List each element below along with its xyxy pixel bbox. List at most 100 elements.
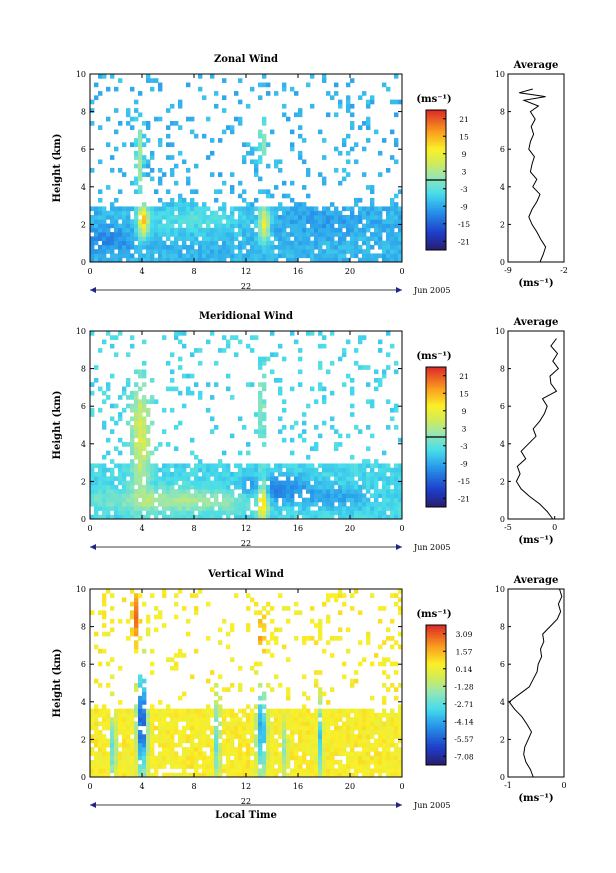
heatmap-cell (150, 253, 155, 259)
heatmap-cell (214, 742, 219, 748)
heatmap-cell (310, 206, 315, 212)
heatmap-cell (190, 717, 195, 722)
heatmap-cell (170, 168, 175, 173)
heatmap-cell (106, 257, 111, 263)
heatmap-cell (162, 407, 167, 413)
colorbar-segment (426, 760, 446, 764)
heatmap-cell (326, 223, 331, 229)
heatmap-cell (334, 429, 339, 434)
heatmap-cell (102, 484, 107, 490)
heatmap-cell (254, 163, 259, 169)
heatmap-cell (354, 484, 359, 490)
heatmap-cell (234, 257, 239, 263)
heatmap-cell (134, 416, 139, 422)
heatmap-cell (142, 768, 147, 774)
heatmap-cell (362, 206, 367, 212)
heatmap-cell (94, 489, 99, 494)
heatmap-cell (358, 764, 363, 769)
heatmap-cell (266, 193, 271, 199)
heatmap-cell (386, 232, 391, 237)
y-tick-label: 6 (81, 145, 86, 154)
heatmap-cell (134, 489, 139, 494)
heatmap-cell (126, 772, 131, 778)
heatmap-cell (290, 244, 295, 250)
heatmap-cell (270, 193, 275, 199)
heatmap-cell (114, 253, 119, 259)
heatmap-cell (126, 232, 131, 237)
heatmap-cell (322, 721, 327, 727)
colorbar-segment (426, 732, 446, 736)
heatmap-cell (274, 91, 279, 96)
heatmap-cell (162, 751, 167, 757)
heatmap-cell (390, 730, 395, 735)
heatmap-cell (102, 764, 107, 769)
heatmap-cell (258, 416, 263, 422)
heatmap-cell (246, 142, 251, 148)
heatmap-cell (178, 489, 183, 494)
heatmap-cell (322, 497, 327, 503)
heatmap-cell (254, 670, 259, 675)
heatmap-cell (234, 717, 239, 722)
heatmap-cell (162, 742, 167, 748)
heatmap-cell (370, 768, 375, 774)
heatmap-cell (190, 674, 195, 680)
heatmap-cell (382, 472, 387, 477)
heatmap-cell (350, 742, 355, 748)
heatmap-cell (322, 176, 327, 182)
heatmap-cell (158, 249, 163, 254)
colorbar-segment (426, 479, 446, 482)
heatmap-cell (234, 734, 239, 739)
heatmap-cell (326, 700, 331, 705)
heatmap-cell (346, 159, 351, 165)
heatmap-cell (234, 352, 239, 358)
heatmap-cell (126, 721, 131, 727)
heatmap-cell (278, 206, 283, 212)
heatmap-cell (138, 138, 143, 143)
heatmap-cell (338, 501, 343, 507)
heatmap-cell (114, 476, 119, 481)
heatmap-cell (94, 514, 99, 520)
heatmap-cell (306, 232, 311, 237)
heatmap-cell (158, 742, 163, 748)
heatmap-cell (218, 764, 223, 769)
heatmap-cell (206, 708, 211, 714)
heatmap-cell (170, 227, 175, 233)
heatmap-cell (234, 463, 239, 469)
heatmap-cell (330, 759, 335, 765)
heatmap-cell (386, 501, 391, 507)
heatmap-cell (262, 121, 267, 126)
heatmap-cell (106, 772, 111, 778)
heatmap-cell (162, 429, 167, 434)
heatmap-cell (186, 253, 191, 259)
heatmap-cell (246, 742, 251, 748)
heatmap-cell (342, 493, 347, 499)
heatmap-cell (362, 467, 367, 473)
heatmap-cell (242, 734, 247, 739)
heatmap-cell (386, 712, 391, 718)
colorbar-segment (426, 674, 446, 677)
heatmap-cell (346, 249, 351, 254)
heatmap-cell (274, 206, 279, 212)
heatmap-cell (214, 747, 219, 752)
heatmap-cell (222, 108, 227, 113)
heatmap-cell (302, 437, 307, 443)
heatmap-cell (206, 768, 211, 774)
heatmap-cell (378, 476, 383, 481)
heatmap-cell (394, 601, 399, 607)
heatmap-cell (118, 480, 123, 486)
heatmap-cell (290, 227, 295, 233)
heatmap-cell (298, 244, 303, 250)
heatmap-cell (142, 416, 147, 422)
heatmap-cell (206, 755, 211, 761)
heatmap-cell (270, 484, 275, 490)
heatmap-cell (234, 730, 239, 735)
colorbar-segment (426, 474, 446, 478)
heatmap-cell (110, 403, 115, 409)
heatmap-cell (118, 78, 123, 83)
heatmap-cell (158, 467, 163, 473)
heatmap-cell (154, 734, 159, 739)
heatmap-cell (166, 480, 171, 486)
heatmap-cell (146, 717, 151, 722)
heatmap-cell (358, 721, 363, 727)
